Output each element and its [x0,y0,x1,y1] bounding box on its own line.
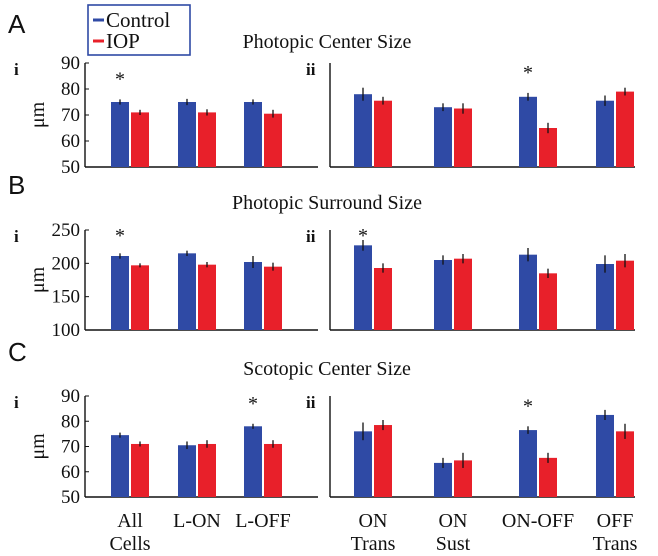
subpanel-label: ii [306,393,316,412]
subpanel-label: ii [306,60,316,79]
x-tick-label: ON-OFF [502,510,574,532]
legend-label: IOP [106,29,140,53]
y-tick-label: 50 [61,157,80,178]
subpanel-label: i [14,393,19,412]
x-tick-label: ON [359,510,388,532]
control-bar [354,94,372,167]
control-bar [519,430,537,497]
significance-marker: * [248,393,258,415]
subpanel-label: i [14,227,19,246]
panel-title: Photopic Center Size [243,31,412,53]
iop-bar [264,113,282,167]
y-tick-label: 100 [52,320,81,341]
control-bar [178,445,196,497]
x-tick-label: Trans [593,533,638,555]
y-tick-label: 70 [61,437,80,458]
y-axis-label: μm [27,101,49,128]
control-bar [178,253,196,330]
significance-marker: * [523,395,533,417]
iop-bar [198,264,216,330]
x-tick-label: L-OFF [235,510,291,532]
iop-bar [616,431,634,497]
control-bar [596,264,614,330]
legend-label: Control [106,8,170,32]
iop-bar [131,112,149,167]
panel-title: Scotopic Center Size [243,358,411,380]
iop-bar [198,443,216,497]
iop-bar [454,258,472,330]
y-tick-label: 60 [61,131,80,152]
iop-bar [374,268,392,330]
y-tick-label: 50 [61,487,80,508]
y-axis-label: μm [27,266,49,293]
control-bar [434,107,452,167]
control-bar [434,462,452,497]
significance-marker: * [358,225,368,247]
panel-letter: A [8,9,26,39]
x-tick-label: Trans [351,533,396,555]
y-axis-label: μm [27,433,49,460]
control-bar [244,102,262,167]
control-bar [519,96,537,167]
iop-bar [264,266,282,330]
control-bar [519,254,537,330]
iop-bar [539,273,557,330]
y-tick-label: 70 [61,105,80,126]
y-tick-label: 250 [52,220,81,241]
x-tick-label: L-ON [173,510,221,532]
x-tick-label: Sust [436,533,471,555]
x-tick-label: ON [439,510,468,532]
panel-title: Photopic Surround Size [232,192,422,214]
iop-bar [616,260,634,330]
control-bar [596,100,614,167]
significance-marker: * [115,68,125,90]
y-tick-label: 90 [61,53,80,74]
iop-bar [131,265,149,330]
iop-bar [264,443,282,497]
legend-box [87,4,191,56]
control-bar [178,102,196,167]
significance-marker: * [523,62,533,84]
control-bar [354,245,372,330]
control-bar [111,256,129,330]
iop-bar [198,112,216,167]
control-bar [244,262,262,330]
y-tick-label: 80 [61,411,80,432]
control-bar [244,426,262,497]
iop-bar [539,128,557,167]
iop-bar [539,457,557,497]
control-bar [354,431,372,497]
significance-marker: * [115,225,125,247]
control-bar [111,435,129,497]
iop-bar [616,91,634,167]
control-bar [434,260,452,330]
subpanel-label: i [14,60,19,79]
iop-bar [131,443,149,497]
panel-letter: C [8,337,27,367]
y-tick-label: 150 [52,287,81,308]
x-tick-label: Cells [109,533,150,555]
iop-bar [374,100,392,167]
y-tick-label: 200 [52,253,81,274]
control-bar [596,414,614,497]
x-tick-label: All [117,510,143,532]
y-tick-label: 60 [61,462,80,483]
x-tick-label: OFF [597,510,634,532]
panel-letter: B [8,170,25,200]
control-bar [111,102,129,167]
subpanel-label: ii [306,227,316,246]
y-tick-label: 80 [61,79,80,100]
iop-bar [454,460,472,497]
iop-bar [374,425,392,497]
y-tick-label: 90 [61,386,80,407]
iop-bar [454,108,472,167]
